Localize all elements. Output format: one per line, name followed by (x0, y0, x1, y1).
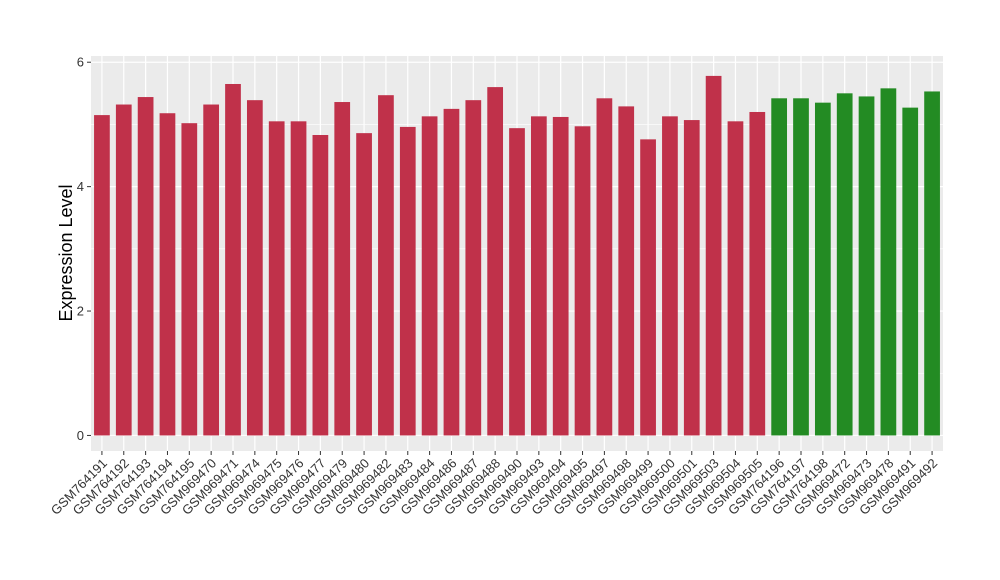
bar-GSM969476 (290, 121, 307, 436)
bar-GSM764192 (115, 104, 132, 436)
y-tick-label: 6 (77, 55, 84, 70)
bar-GSM969491 (902, 107, 919, 436)
bar-GSM969482 (378, 95, 394, 436)
bar-GSM764198 (814, 102, 831, 436)
bar-GSM969472 (836, 93, 853, 436)
bar-GSM969498 (618, 106, 635, 436)
bar-GSM969500 (662, 116, 678, 436)
y-axis: 0 2 4 6 (77, 55, 91, 443)
bar-GSM969488 (487, 87, 504, 436)
bar-GSM764196 (771, 98, 788, 436)
bar-GSM969503 (705, 75, 722, 436)
bar-GSM764191 (94, 115, 110, 436)
bar-GSM969495 (574, 126, 591, 436)
bar-GSM969490 (509, 128, 525, 436)
bar-GSM969501 (683, 120, 700, 436)
bar-GSM969474 (246, 100, 263, 436)
bar-GSM969471 (225, 83, 241, 436)
y-tick-label: 4 (77, 179, 84, 194)
bar-GSM969479 (334, 102, 351, 436)
bar-GSM764195 (181, 123, 198, 436)
bar-GSM969477 (312, 135, 329, 436)
bar-GSM969470 (203, 104, 220, 436)
bar-GSM764197 (793, 98, 809, 436)
bar-GSM969505 (749, 111, 766, 436)
bars (94, 75, 940, 436)
bar-GSM969493 (530, 116, 547, 436)
bar-GSM969483 (399, 126, 416, 436)
y-tick-label: 2 (77, 304, 84, 319)
bar-GSM764194 (159, 113, 176, 436)
bar-GSM969499 (640, 139, 656, 436)
bar-GSM969475 (268, 121, 285, 436)
bar-GSM969484 (421, 116, 438, 436)
bar-GSM969497 (596, 98, 613, 436)
bar-GSM764193 (137, 97, 154, 436)
y-axis-title: Expression Level (56, 184, 76, 321)
bar-GSM969492 (924, 91, 940, 436)
bar-GSM969487 (465, 100, 482, 436)
bar-GSM969494 (552, 116, 569, 436)
y-tick-label: 0 (77, 428, 84, 443)
bar-GSM969478 (880, 88, 897, 436)
bar-GSM969504 (727, 121, 744, 436)
bar-GSM969480 (356, 133, 372, 436)
bar-GSM969486 (443, 108, 460, 436)
bar-GSM969473 (858, 96, 875, 436)
x-axis: GSM764191GSM764192GSM764193GSM764194GSM7… (48, 451, 940, 518)
